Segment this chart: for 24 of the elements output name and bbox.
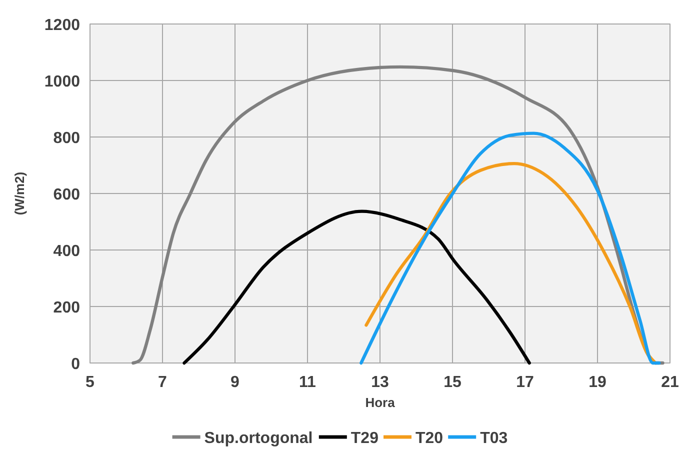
legend-label: T29	[350, 430, 379, 447]
x-tick-label: 7	[158, 374, 168, 391]
line-series	[182, 210, 531, 365]
x-tick-label: 15	[444, 374, 462, 391]
x-tick-label: 21	[661, 374, 679, 391]
y-tick-label: 1000	[44, 74, 80, 90]
legend-label: T20	[416, 430, 444, 447]
legend-label: Sup.ortogonal	[204, 430, 313, 447]
y-tick-label: 1200	[44, 17, 80, 34]
x-tick-label: 13	[371, 374, 389, 391]
y-tick-label: 400	[53, 243, 80, 260]
legend-label: T03	[480, 430, 508, 447]
x-tick-label: 17	[516, 374, 534, 391]
y-tick-label: 600	[53, 186, 80, 204]
x-axis-title: Hora	[365, 395, 396, 410]
y-tick-label: 200	[53, 300, 80, 316]
x-tick-label: 9	[230, 374, 240, 391]
line-series	[360, 132, 661, 365]
y-axis-title: (W/m2)	[12, 172, 27, 216]
x-tick-label: 5	[86, 374, 95, 391]
y-tick-label: 800	[53, 130, 80, 147]
x-tick-label: 19	[588, 374, 606, 391]
x-tick-label: 11	[299, 374, 316, 391]
y-tick-label: 0	[71, 356, 80, 373]
